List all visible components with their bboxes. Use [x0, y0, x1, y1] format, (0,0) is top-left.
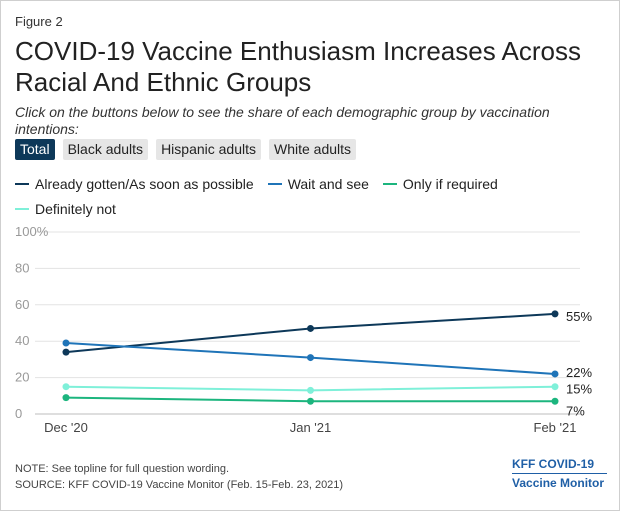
legend-item-already[interactable]: Already gotten/As soon as possible	[15, 175, 254, 193]
legend-item-required[interactable]: Only if required	[382, 175, 498, 193]
data-point-required	[62, 394, 70, 402]
y-tick-label: 0	[15, 406, 22, 421]
data-point-not	[551, 383, 559, 391]
y-tick-label: 80	[15, 260, 29, 275]
y-tick-label: 100%	[15, 224, 49, 239]
end-label-required: 7%	[566, 403, 585, 418]
data-point-already	[551, 310, 559, 318]
group-tabs: Total Black adults Hispanic adults White…	[15, 139, 357, 160]
end-label-not: 15%	[566, 382, 592, 397]
chart-notes: NOTE: See topline for full question word…	[15, 461, 343, 493]
logo-line-2: Vaccine Monitor	[512, 476, 605, 490]
tab-white-adults[interactable]: White adults	[269, 139, 357, 160]
line-chart: 0 20 40 60 80 100% Dec '20 Jan '21 Feb '21 55% 22%…	[15, 224, 592, 435]
data-point-not	[307, 386, 314, 394]
legend-swatch-wait	[267, 183, 282, 185]
data-point-required	[551, 397, 559, 405]
tab-total[interactable]: Total	[15, 139, 55, 160]
data-point-already	[62, 348, 70, 356]
logo-rule	[512, 473, 607, 474]
end-label-wait: 22%	[566, 365, 592, 380]
chart-title: COVID-19 Vaccine Enthusiasm Increases Ac…	[15, 36, 581, 97]
data-point-wait	[307, 354, 314, 362]
data-point-required	[307, 397, 314, 405]
legend-swatch-not	[15, 208, 29, 210]
legend-label-wait: Wait and see	[287, 176, 369, 192]
note-text: NOTE: See topline for full question word…	[15, 463, 230, 475]
chart-legend: Already gotten/As soon as possible Wait …	[15, 175, 605, 218]
legend-swatch-required	[382, 183, 397, 185]
legend-swatch-already	[15, 183, 29, 185]
y-tick-label: 40	[15, 333, 29, 348]
tab-black-adults[interactable]: Black adults	[62, 139, 149, 160]
legend-label-already: Already gotten/As soon as possible	[35, 176, 254, 192]
end-label-already: 55%	[566, 309, 592, 324]
source-text: SOURCE: KFF COVID-19 Vaccine Monitor (Fe…	[15, 479, 344, 491]
kff-logo: KFF COVID-19 Vaccine Monitor	[512, 456, 607, 491]
data-point-already	[307, 324, 314, 332]
x-tick-label: Jan '21	[290, 420, 332, 435]
data-point-not	[62, 383, 70, 391]
legend-label-required: Only if required	[402, 176, 498, 192]
x-tick-label: Dec '20	[44, 420, 88, 435]
x-tick-label: Feb '21	[534, 420, 577, 435]
legend-label-not: Definitely not	[35, 201, 116, 217]
tab-hispanic-adults[interactable]: Hispanic adults	[156, 139, 261, 160]
data-point-wait	[62, 339, 70, 347]
y-tick-label: 60	[15, 297, 29, 312]
data-point-wait	[551, 370, 559, 378]
chart-subtitle: Click on the buttons below to see the sh…	[15, 104, 550, 137]
logo-line-1: KFF COVID-19	[512, 457, 595, 471]
legend-item-wait[interactable]: Wait and see	[267, 175, 369, 193]
figure-label: Figure 2	[15, 14, 63, 29]
y-tick-label: 20	[15, 370, 29, 385]
legend-item-not[interactable]: Definitely not	[15, 200, 116, 218]
